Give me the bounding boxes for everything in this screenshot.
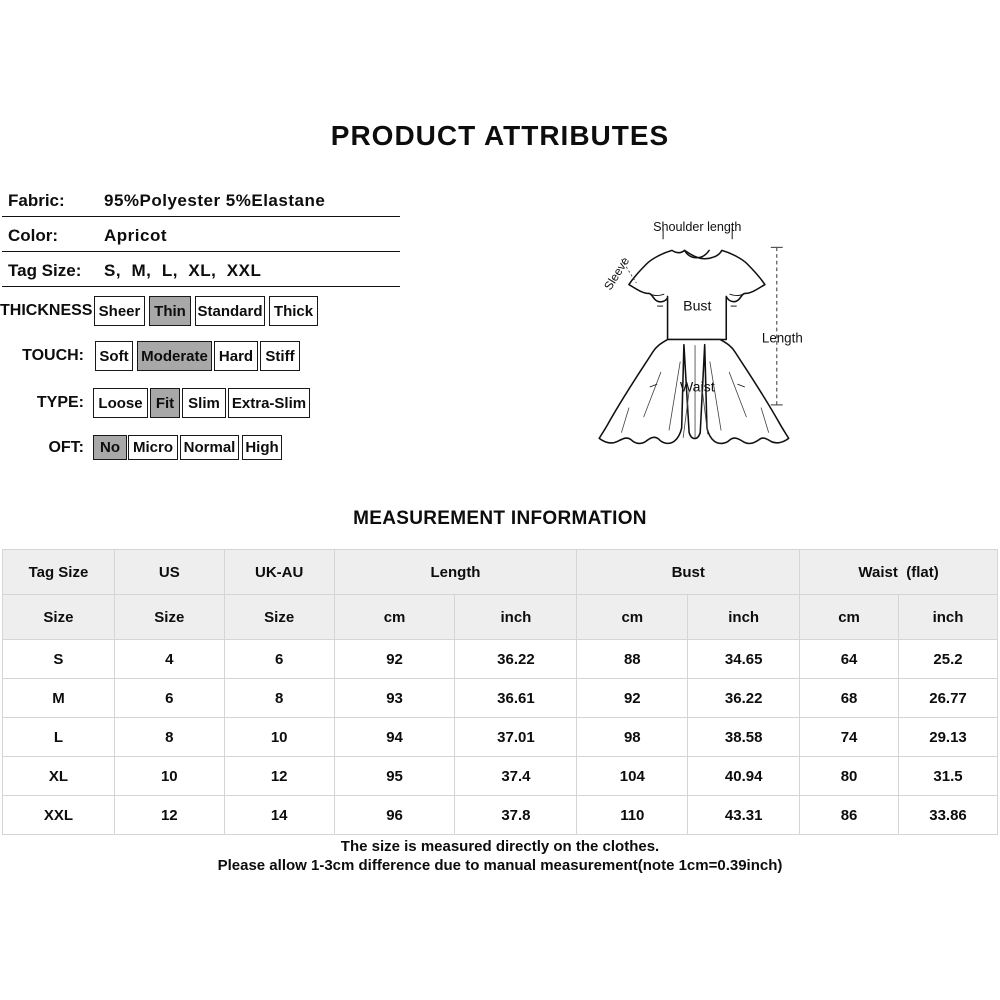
svg-text:Sleeve: Sleeve bbox=[601, 254, 632, 293]
svg-text:Waist: Waist bbox=[680, 379, 715, 395]
svg-text:Shoulder length: Shoulder length bbox=[653, 220, 741, 234]
svg-text:Length: Length bbox=[762, 330, 803, 345]
svg-text:Bust: Bust bbox=[683, 298, 711, 314]
